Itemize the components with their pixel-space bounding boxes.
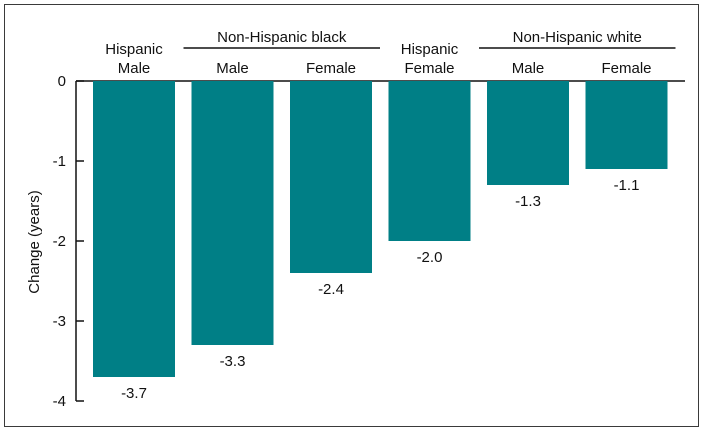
category-label: Hispanic: [105, 41, 163, 58]
group-headers: Non-Hispanic black Non-Hispanic white: [183, 29, 676, 49]
bar: [585, 81, 668, 169]
data-label: -3.7: [121, 385, 147, 402]
category-label: Male: [216, 60, 249, 77]
data-label: -2.4: [318, 281, 344, 298]
y-tick-label: -3: [53, 313, 66, 330]
data-label: -1.3: [515, 193, 541, 210]
bars: [93, 81, 668, 377]
data-label: -1.1: [614, 177, 640, 194]
bar: [93, 81, 175, 377]
value-labels: -3.7 -3.3 -2.4 -2.0 -1.3 -1.1: [121, 177, 639, 402]
group-label: Non-Hispanic black: [217, 29, 347, 46]
y-tick-label: -1: [53, 153, 66, 170]
category-label: Female: [404, 60, 454, 77]
data-label: -3.3: [220, 353, 246, 370]
category-label: Hispanic: [401, 41, 459, 58]
axes: 0 -1 -2 -3 -4: [53, 73, 685, 410]
y-tick-label: -2: [53, 233, 66, 250]
bar: [191, 81, 274, 345]
data-label: -2.0: [417, 249, 443, 266]
group-label: Non-Hispanic white: [513, 29, 642, 46]
y-tick-label: 0: [58, 73, 66, 90]
bar: [290, 81, 372, 273]
bar: [388, 81, 471, 241]
category-label: Male: [118, 60, 151, 77]
category-label: Male: [512, 60, 545, 77]
category-label: Female: [306, 60, 356, 77]
y-tick-label: -4: [53, 393, 66, 410]
category-labels: Hispanic Male Male Female Hispanic Female Male…: [105, 41, 651, 77]
y-axis-label: Change (years): [26, 190, 43, 293]
category-label: Female: [601, 60, 651, 77]
bar: [487, 81, 569, 185]
